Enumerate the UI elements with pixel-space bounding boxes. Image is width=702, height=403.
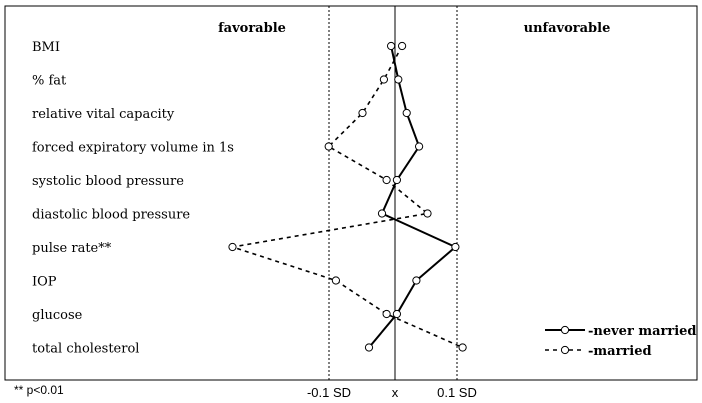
data-point-never-married <box>377 209 387 218</box>
category-label: diastolic blood pressure <box>32 208 190 223</box>
data-point-never-married <box>392 309 401 319</box>
category-label: forced expiratory volume in 1s <box>32 141 234 156</box>
data-point-never-married <box>412 276 421 285</box>
plot-frame <box>4 5 698 381</box>
header-unfavorable: unfavorable <box>524 21 611 36</box>
category-label: IOP <box>32 275 57 290</box>
footnote: ** p<0.01 <box>14 383 64 397</box>
data-point-never-married <box>402 108 411 118</box>
category-label: glucose <box>32 308 83 323</box>
series-line-married <box>232 45 463 349</box>
series-line-never-married <box>368 45 458 349</box>
data-point-never-married <box>415 142 424 151</box>
data-point-married <box>382 309 391 319</box>
category-label: BMI <box>32 40 60 55</box>
data-point-never-married <box>392 175 401 185</box>
data-point-never-married <box>451 242 460 252</box>
data-point-married <box>398 41 407 51</box>
legend: -never married -married <box>545 324 697 359</box>
data-point-married <box>379 75 388 84</box>
category-label: relative vital capacity <box>32 107 175 122</box>
category-labels: BMI % fat relative vital capacity forced ex… <box>32 40 234 357</box>
legend-label-married: -married <box>588 344 652 359</box>
legend-label-never-married: -never married <box>588 324 697 339</box>
series-points <box>228 41 467 352</box>
header-favorable: favorable <box>218 21 286 36</box>
data-point-married <box>331 276 340 285</box>
data-point-married <box>458 343 467 352</box>
data-point-married <box>324 142 333 151</box>
data-point-married <box>423 209 432 218</box>
legend-marker-never-married <box>560 325 570 335</box>
x-tick-plus: 0.1 SD <box>437 385 477 400</box>
x-tick-minus: -0.1 SD <box>307 385 351 400</box>
data-point-never-married <box>394 75 403 84</box>
legend-marker-married <box>560 345 570 355</box>
data-point-never-married <box>364 343 374 352</box>
series-lines <box>232 45 463 349</box>
x-tick-mean: x <box>392 385 399 400</box>
data-point-never-married <box>387 41 396 51</box>
category-label: total cholesterol <box>32 342 139 357</box>
data-point-married <box>228 242 237 252</box>
data-point-married <box>358 108 367 118</box>
data-point-married <box>382 175 391 185</box>
category-label: systolic blood pressure <box>32 174 184 189</box>
category-label: % fat <box>32 74 67 89</box>
category-label: pulse rate** <box>32 241 112 256</box>
